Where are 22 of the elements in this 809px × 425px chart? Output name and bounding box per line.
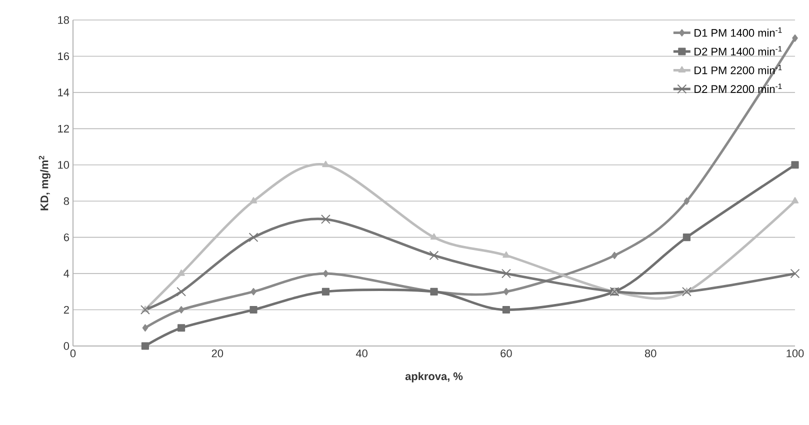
y-tick-label: 18 [58,16,69,24]
y-tick-label: 14 [58,88,70,96]
y-axis-title: KD, mg/m$^{2}$ [38,156,50,210]
y-tick-label: 0 [64,342,70,350]
x-tick-label: 80 [644,350,656,358]
x-tick-label: 0 [70,350,76,358]
y-tick-label: 10 [58,161,70,169]
y-tick-label: 2 [64,306,69,314]
y-tick-label: 8 [64,197,69,205]
x-tick-label: 40 [356,350,368,358]
y-tick-label: 12 [58,124,69,132]
x-tick-label: 60 [500,350,512,358]
x-tick-label: 100 [786,350,804,358]
y-tick-label: 6 [64,233,69,242]
legend-label: D1 PM 2200 min$^{-1}$ [694,64,782,74]
x-tick-label: 20 [212,350,224,358]
legend-label: D1 PM 1400 min$^{-1}$ [694,27,782,37]
y-tick-label: 16 [58,52,69,60]
legend-label: D2 PM 2200 min$^{-1}$ [694,84,782,93]
x-axis-title: apkrova, % [405,372,463,382]
y-tick-label: 4 [64,270,70,278]
legend-label: D2 PM 1400 min$^{-1}$ [694,46,782,56]
